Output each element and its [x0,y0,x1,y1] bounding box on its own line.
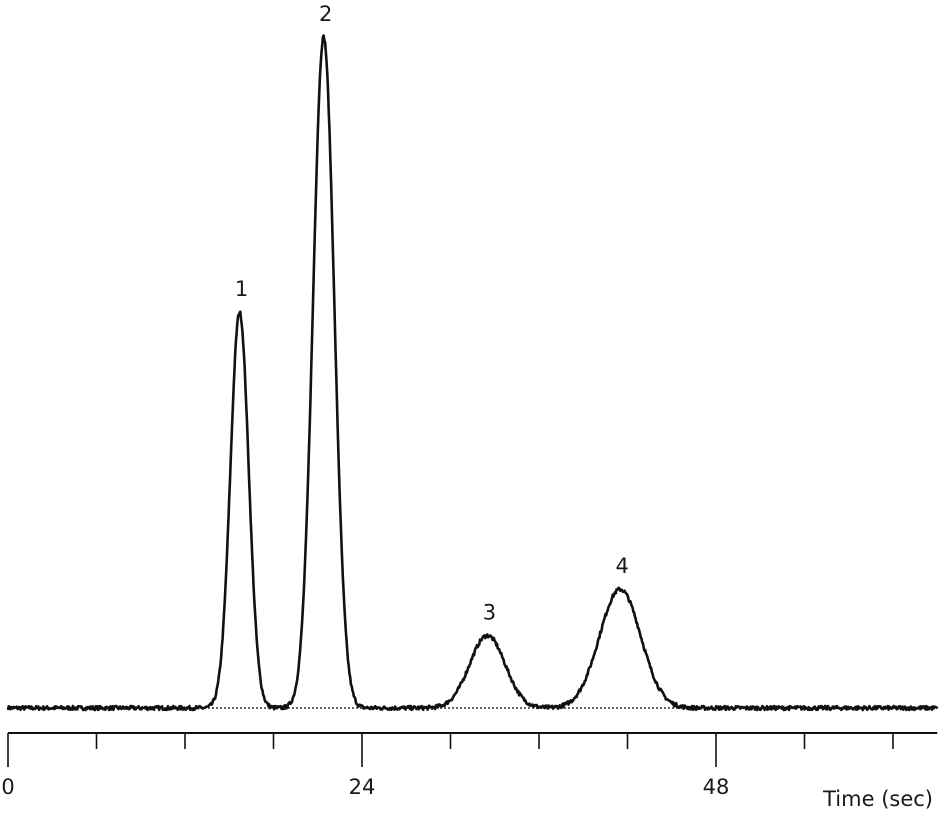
peak-label-2: 2 [319,2,332,26]
x-axis: 0 24 48 [1,732,938,799]
peak-label-1: 1 [235,277,248,301]
x-tick-label: 24 [349,775,376,799]
x-tick-label: 48 [703,775,730,799]
plot-area: 1 2 3 4 [6,2,939,712]
peak-label-3: 3 [483,601,496,625]
peak-label-4: 4 [615,554,628,578]
x-axis-title: Time (sec) [822,787,933,811]
x-tick-label: 0 [1,775,14,799]
signal-trace [6,34,939,712]
